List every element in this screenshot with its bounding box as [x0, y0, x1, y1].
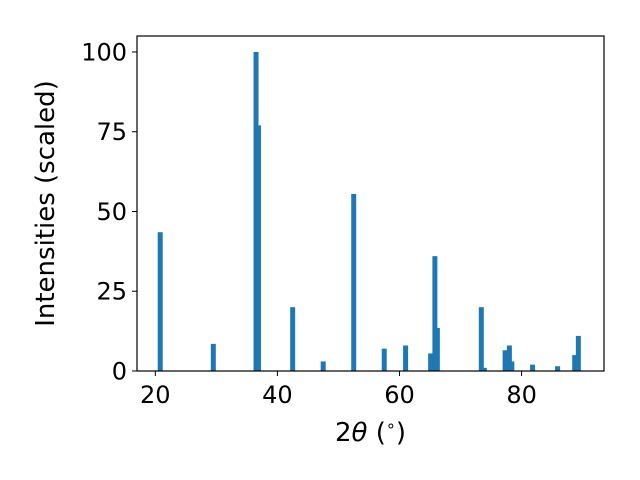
y-tick-label: 25 [96, 278, 127, 306]
bar-4 [290, 307, 296, 371]
bar-18 [555, 366, 561, 371]
y-tick-label: 100 [81, 38, 127, 66]
plot-frame [136, 35, 605, 372]
x-axis-label-unit-close: ) [396, 418, 406, 448]
bar-7 [381, 348, 387, 371]
bar-13 [481, 367, 487, 371]
x-axis-label-degree: ∘ [386, 416, 396, 435]
x-axis-label-theta: θ [352, 418, 368, 448]
bar-5 [320, 361, 326, 371]
bar-15 [506, 345, 512, 371]
bar-11 [434, 327, 440, 371]
bar-16 [509, 361, 515, 371]
x-tick-label: 20 [140, 381, 171, 409]
x-axis-label-prefix: 2 [335, 418, 352, 448]
bar-19 [572, 355, 578, 371]
y-axis-label: Intensities (scaled) [31, 80, 61, 327]
y-tick-label: 0 [112, 358, 127, 386]
x-axis-label-unit-open: ( [367, 418, 385, 448]
bar-10 [432, 256, 438, 371]
bar-17 [530, 364, 536, 371]
bar-0 [157, 232, 163, 371]
bar-8 [403, 345, 409, 371]
bar-12 [478, 307, 484, 371]
bar-9 [428, 353, 434, 371]
x-tick-label: 60 [384, 381, 415, 409]
x-axis-label: 2θ (∘) [335, 416, 406, 448]
bar-14 [502, 350, 508, 371]
y-tick-label: 75 [96, 118, 127, 146]
bar-6 [351, 193, 357, 371]
bar-1 [210, 343, 216, 371]
bar-3 [255, 125, 261, 371]
y-axis-ticks: 0 25 50 75 100 [81, 38, 137, 386]
x-tick-label: 80 [506, 381, 537, 409]
x-tick-label: 40 [262, 381, 293, 409]
bars-group [157, 51, 581, 371]
bar-20 [575, 335, 581, 371]
y-tick-label: 50 [96, 198, 127, 226]
x-axis-ticks: 20 40 60 80 [140, 371, 537, 409]
